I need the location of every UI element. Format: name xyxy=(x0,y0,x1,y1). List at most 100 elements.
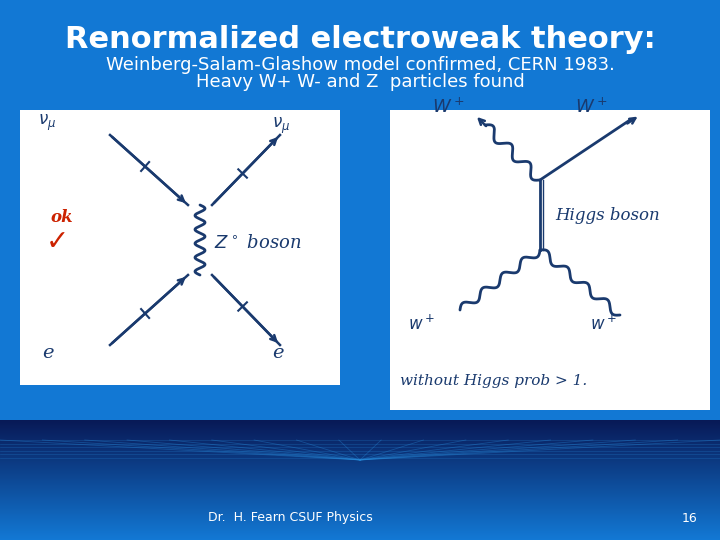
Bar xyxy=(0,505,720,506)
Bar xyxy=(0,522,720,523)
Bar xyxy=(0,478,720,479)
Bar xyxy=(0,509,720,510)
Text: $Z^\circ$ boson: $Z^\circ$ boson xyxy=(214,234,302,252)
Bar xyxy=(0,483,720,484)
Bar xyxy=(0,432,720,433)
Bar xyxy=(0,530,720,531)
Bar xyxy=(0,439,720,440)
Bar xyxy=(0,424,720,425)
Bar xyxy=(0,430,720,431)
Bar xyxy=(0,459,720,460)
Bar xyxy=(0,474,720,475)
Bar xyxy=(0,484,720,485)
Bar xyxy=(0,422,720,423)
Bar xyxy=(0,475,720,476)
Bar xyxy=(0,519,720,520)
Bar xyxy=(0,501,720,502)
Text: $W^+$: $W^+$ xyxy=(575,98,608,117)
Bar xyxy=(0,472,720,473)
Bar xyxy=(0,452,720,453)
Bar xyxy=(0,532,720,533)
Bar xyxy=(0,445,720,446)
Bar xyxy=(0,423,720,424)
Bar xyxy=(0,536,720,537)
Bar xyxy=(0,516,720,517)
Bar xyxy=(0,467,720,468)
Bar xyxy=(0,521,720,522)
Bar xyxy=(0,487,720,488)
Bar xyxy=(0,451,720,452)
Text: $W^+$: $W^+$ xyxy=(432,98,464,117)
Bar xyxy=(0,436,720,437)
Bar xyxy=(0,508,720,509)
Bar xyxy=(0,520,720,521)
Bar xyxy=(0,517,720,518)
Bar xyxy=(0,458,720,459)
Text: $w^+$: $w^+$ xyxy=(590,315,617,334)
Bar xyxy=(0,506,720,507)
Bar xyxy=(0,500,720,501)
Bar xyxy=(0,461,720,462)
Bar xyxy=(0,481,720,482)
Bar xyxy=(0,523,720,524)
Bar xyxy=(0,535,720,536)
Bar xyxy=(0,507,720,508)
Bar xyxy=(0,493,720,494)
Bar xyxy=(0,456,720,457)
Bar xyxy=(0,446,720,447)
Text: e: e xyxy=(42,344,53,362)
Bar xyxy=(0,489,720,490)
Bar xyxy=(0,514,720,515)
Text: Weinberg-Salam-Glashow model confirmed, CERN 1983.: Weinberg-Salam-Glashow model confirmed, … xyxy=(106,56,614,74)
Bar xyxy=(0,435,720,436)
Text: e: e xyxy=(272,344,284,362)
Bar xyxy=(0,533,720,534)
Bar xyxy=(0,450,720,451)
Text: Dr.  H. Fearn CSUF Physics: Dr. H. Fearn CSUF Physics xyxy=(207,511,372,524)
Bar xyxy=(0,486,720,487)
Bar xyxy=(0,499,720,500)
Bar xyxy=(0,426,720,427)
Bar xyxy=(0,512,720,513)
Bar xyxy=(0,477,720,478)
Bar xyxy=(0,480,720,481)
Bar xyxy=(0,425,720,426)
Bar xyxy=(0,525,720,526)
Bar xyxy=(0,527,720,528)
Bar xyxy=(0,457,720,458)
Bar xyxy=(0,510,720,511)
Bar xyxy=(0,538,720,539)
Bar xyxy=(0,454,720,455)
Bar xyxy=(0,503,720,504)
Bar xyxy=(0,495,720,496)
Bar xyxy=(0,431,720,432)
Bar xyxy=(0,479,720,480)
Bar xyxy=(0,455,720,456)
Bar xyxy=(0,496,720,497)
Bar xyxy=(0,497,720,498)
Bar xyxy=(0,471,720,472)
Bar xyxy=(0,460,720,461)
Text: Renormalized electroweak theory:: Renormalized electroweak theory: xyxy=(65,25,655,55)
Text: Heavy W+ W- and Z  particles found: Heavy W+ W- and Z particles found xyxy=(196,73,524,91)
Bar xyxy=(0,466,720,467)
Bar xyxy=(0,494,720,495)
Bar xyxy=(0,421,720,422)
Bar xyxy=(0,465,720,466)
Bar xyxy=(0,443,720,444)
Bar xyxy=(0,449,720,450)
Bar xyxy=(0,485,720,486)
Bar xyxy=(0,502,720,503)
Bar xyxy=(0,468,720,469)
Bar xyxy=(0,491,720,492)
Text: 16: 16 xyxy=(682,511,698,524)
Text: ✓: ✓ xyxy=(46,228,69,256)
Bar xyxy=(0,434,720,435)
Bar xyxy=(20,110,340,385)
Bar xyxy=(0,488,720,489)
Bar xyxy=(0,518,720,519)
Bar xyxy=(0,464,720,465)
Bar xyxy=(0,511,720,512)
Bar xyxy=(0,438,720,439)
Bar xyxy=(0,448,720,449)
